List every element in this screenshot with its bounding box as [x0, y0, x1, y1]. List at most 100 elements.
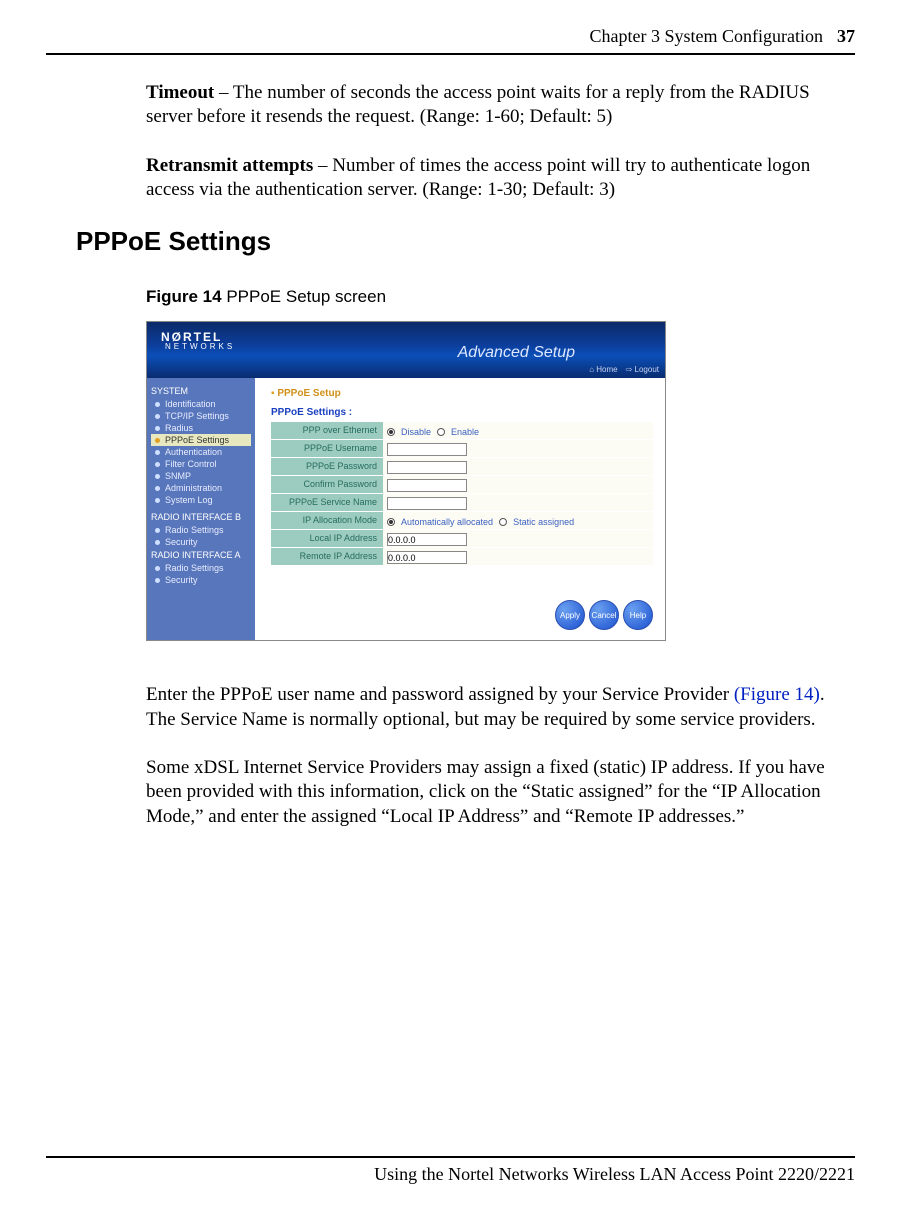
label-ppp-over-ethernet: PPP over Ethernet	[271, 422, 383, 439]
sidebar-heading-radio-b: RADIO INTERFACE B	[151, 512, 251, 522]
content-title: PPPoE Setup	[271, 388, 653, 399]
figure-number: Figure 14	[146, 287, 222, 306]
header-rule	[46, 53, 855, 55]
service-input[interactable]	[387, 497, 467, 510]
value-confirm	[383, 476, 653, 493]
form-area: PPP over Ethernet Disable Enable PPPoE U…	[271, 422, 653, 566]
bullet-icon	[155, 486, 160, 491]
sidebar-item-label: Identification	[165, 399, 216, 409]
sidebar-item-admin[interactable]: Administration	[151, 482, 251, 494]
figure-block: Figure 14 PPPoE Setup screen NØRTEL NETW…	[146, 287, 845, 829]
radio-enable[interactable]	[437, 428, 445, 436]
label-remote-ip: Remote IP Address	[271, 548, 383, 565]
label-service: PPPoE Service Name	[271, 494, 383, 511]
row-ppp-over-ethernet: PPP over Ethernet Disable Enable	[271, 422, 653, 440]
value-remote-ip	[383, 548, 653, 565]
paragraph-4: Some xDSL Internet Service Providers may…	[146, 756, 845, 829]
logo-sub: NETWORKS	[165, 342, 235, 351]
static-label: Static assigned	[513, 517, 574, 527]
label-confirm: Confirm Password	[271, 476, 383, 493]
bullet-icon	[155, 438, 160, 443]
action-buttons: Apply Cancel Help	[555, 600, 653, 630]
sidebar-item-radio-b-security[interactable]: Security	[151, 536, 251, 548]
content-area: PPPoE Setup PPPoE Settings : PPP over Et…	[255, 378, 665, 640]
row-local-ip: Local IP Address	[271, 530, 653, 548]
sidebar-heading-radio-a: RADIO INTERFACE A	[151, 550, 251, 560]
bullet-icon	[155, 414, 160, 419]
row-service: PPPoE Service Name	[271, 494, 653, 512]
page-header: Chapter 3 System Configuration 37	[46, 26, 855, 47]
sidebar-item-pppoe[interactable]: PPPoE Settings	[151, 434, 251, 446]
auto-label: Automatically allocated	[401, 517, 493, 527]
label-local-ip: Local IP Address	[271, 530, 383, 547]
apply-button[interactable]: Apply	[555, 600, 585, 630]
sidebar-item-label: Radio Settings	[165, 563, 224, 573]
pppoe-screenshot: NØRTEL NETWORKS Advanced Setup Home Logo…	[146, 321, 666, 641]
retransmit-label: Retransmit attempts	[146, 155, 313, 176]
label-username: PPPoE Username	[271, 440, 383, 457]
remote-ip-input[interactable]	[387, 551, 467, 564]
sidebar-item-filter[interactable]: Filter Control	[151, 458, 251, 470]
sidebar-item-label: Radio Settings	[165, 525, 224, 535]
page-footer: Using the Nortel Networks Wireless LAN A…	[46, 1156, 855, 1185]
advanced-setup-label: Advanced Setup	[458, 344, 575, 362]
sidebar-item-radio-b-settings[interactable]: Radio Settings	[151, 524, 251, 536]
value-local-ip	[383, 530, 653, 547]
value-ppp-over-ethernet: Disable Enable	[383, 422, 653, 439]
sidebar-item-radius[interactable]: Radius	[151, 422, 251, 434]
sidebar-item-label: SNMP	[165, 471, 191, 481]
label-alloc: IP Allocation Mode	[271, 512, 383, 529]
password-input[interactable]	[387, 461, 467, 474]
cancel-button[interactable]: Cancel	[589, 600, 619, 630]
sidebar-item-label: Authentication	[165, 447, 222, 457]
sidebar-item-radio-a-security[interactable]: Security	[151, 574, 251, 586]
value-service	[383, 494, 653, 511]
local-ip-input[interactable]	[387, 533, 467, 546]
sidebar-heading-system: SYSTEM	[151, 386, 251, 396]
sidebar-item-identification[interactable]: Identification	[151, 398, 251, 410]
sidebar-item-label: Radius	[165, 423, 193, 433]
row-confirm: Confirm Password	[271, 476, 653, 494]
radio-disable[interactable]	[387, 428, 395, 436]
bullet-icon	[155, 450, 160, 455]
sidebar: SYSTEM Identification TCP/IP Settings Ra…	[147, 378, 255, 640]
username-input[interactable]	[387, 443, 467, 456]
bullet-icon	[155, 540, 160, 545]
footer-rule	[46, 1156, 855, 1158]
top-links: Home Logout	[589, 365, 659, 374]
bullet-icon	[155, 578, 160, 583]
section-heading: PPPoE Settings	[76, 226, 855, 257]
sidebar-item-label: Security	[165, 537, 198, 547]
sidebar-item-label: TCP/IP Settings	[165, 411, 229, 421]
disable-label: Disable	[401, 427, 431, 437]
p3a-text: Enter the PPPoE user name and password a…	[146, 684, 734, 705]
bullet-icon	[155, 528, 160, 533]
figure-caption: Figure 14 PPPoE Setup screen	[146, 287, 845, 307]
sidebar-item-authentication[interactable]: Authentication	[151, 446, 251, 458]
radio-static[interactable]	[499, 518, 507, 526]
value-username	[383, 440, 653, 457]
footer-text: Using the Nortel Networks Wireless LAN A…	[46, 1164, 855, 1185]
confirm-input[interactable]	[387, 479, 467, 492]
value-alloc: Automatically allocated Static assigned	[383, 512, 653, 529]
timeout-text: – The number of seconds the access point…	[146, 82, 810, 127]
help-button[interactable]: Help	[623, 600, 653, 630]
nortel-logo: NØRTEL NETWORKS	[161, 330, 235, 351]
sidebar-item-snmp[interactable]: SNMP	[151, 470, 251, 482]
radio-auto[interactable]	[387, 518, 395, 526]
bullet-icon	[155, 402, 160, 407]
sidebar-item-label: System Log	[165, 495, 213, 505]
bullet-icon	[155, 474, 160, 479]
page-number: 37	[837, 26, 855, 47]
logout-link[interactable]: Logout	[626, 365, 659, 374]
row-username: PPPoE Username	[271, 440, 653, 458]
paragraph-3: Enter the PPPoE user name and password a…	[146, 683, 845, 732]
home-link[interactable]: Home	[589, 365, 617, 374]
sidebar-item-tcpip[interactable]: TCP/IP Settings	[151, 410, 251, 422]
sidebar-item-radio-a-settings[interactable]: Radio Settings	[151, 562, 251, 574]
sidebar-item-syslog[interactable]: System Log	[151, 494, 251, 506]
bullet-icon	[155, 462, 160, 467]
figure-link[interactable]: (Figure 14)	[734, 684, 820, 705]
timeout-paragraph: Timeout – The number of seconds the acce…	[146, 81, 845, 130]
value-password	[383, 458, 653, 475]
